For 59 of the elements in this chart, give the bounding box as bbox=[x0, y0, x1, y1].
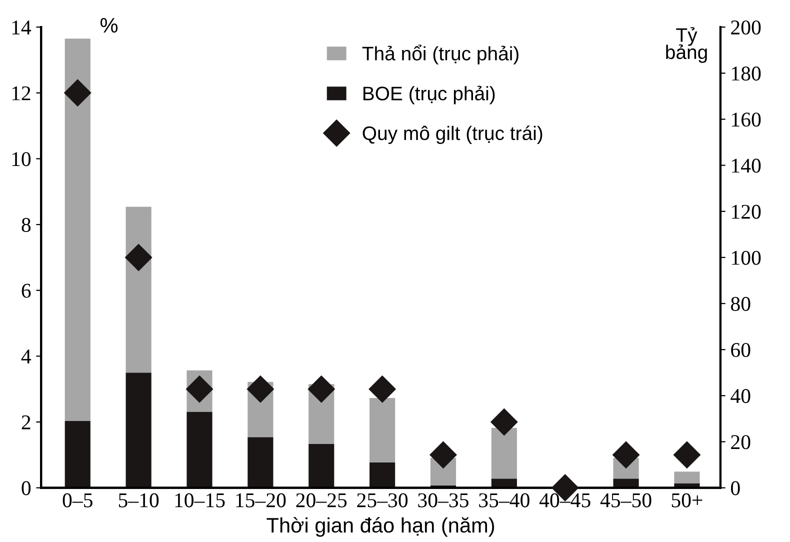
point bbox=[490, 408, 518, 436]
point bbox=[246, 376, 274, 403]
y2-tick-label: 180 bbox=[732, 66, 761, 81]
y-tick-label: 8 bbox=[22, 218, 31, 232]
point bbox=[612, 441, 640, 468]
y2-tick-label: 60 bbox=[731, 342, 750, 358]
y2-tick-label: 40 bbox=[730, 389, 750, 404]
bar bbox=[126, 372, 152, 488]
y2-axis-title: Tỷ bảng bbox=[666, 27, 707, 63]
legend-label: Quy mô gilt (trục trái) bbox=[362, 126, 542, 144]
bar bbox=[308, 444, 334, 488]
bar bbox=[186, 412, 212, 488]
point bbox=[125, 244, 152, 271]
y-tick-label: 12 bbox=[12, 86, 30, 100]
y2-tick-label: 20 bbox=[731, 435, 750, 450]
x-tick-label: 5–10 bbox=[118, 493, 159, 508]
y-tick-label: 14 bbox=[12, 20, 32, 34]
bar bbox=[613, 478, 639, 488]
point bbox=[674, 441, 700, 468]
y-axis-title: % bbox=[100, 18, 118, 33]
bar bbox=[491, 478, 517, 488]
y-tick-label: 2 bbox=[22, 415, 30, 430]
x-tick-label: 25–30 bbox=[357, 493, 408, 508]
y2-tick-label: 200 bbox=[731, 20, 761, 35]
bar bbox=[126, 206, 152, 373]
x-tick-label: 15–20 bbox=[236, 493, 286, 508]
point bbox=[368, 376, 396, 403]
bar bbox=[64, 38, 90, 421]
x-tick-label: 35–40 bbox=[479, 493, 530, 508]
x-tick-label: 20–25 bbox=[296, 493, 347, 508]
bar bbox=[370, 462, 396, 488]
bar bbox=[370, 398, 396, 462]
point bbox=[186, 376, 213, 403]
y2-tick-label: 80 bbox=[730, 296, 750, 311]
y-tick-label: 4 bbox=[21, 350, 32, 364]
point bbox=[308, 376, 335, 403]
y2-tick-label: 140 bbox=[732, 158, 761, 173]
bar bbox=[674, 472, 700, 484]
y-tick-label: 0 bbox=[22, 481, 31, 496]
point bbox=[430, 441, 457, 468]
x-tick-label: 45–50 bbox=[600, 493, 652, 508]
y2-tick-label: 160 bbox=[732, 112, 761, 127]
x-tick-label: 10–15 bbox=[175, 493, 225, 508]
x-tick-label: 0–5 bbox=[62, 493, 92, 508]
bar bbox=[491, 428, 517, 479]
x-axis-title: Thời gian đáo hạn (năm) bbox=[266, 517, 494, 537]
x-tick-label: 50+ bbox=[672, 493, 702, 508]
point bbox=[64, 79, 92, 106]
y-tick-label: 10 bbox=[12, 152, 31, 166]
y-tick-label: 6 bbox=[22, 284, 31, 298]
y2-tick-label: 0 bbox=[730, 481, 740, 496]
y2-tick-label: 120 bbox=[732, 204, 761, 219]
x-tick-label: 30–35 bbox=[418, 493, 468, 508]
legend-label: Thả nổi (trục phải) bbox=[362, 44, 518, 64]
y2-tick-label: 100 bbox=[732, 250, 761, 265]
bar bbox=[64, 421, 90, 488]
x-tick-label: 40–45 bbox=[539, 493, 590, 508]
legend-label: BOE (trục phải) bbox=[363, 86, 495, 104]
bar bbox=[248, 437, 274, 488]
